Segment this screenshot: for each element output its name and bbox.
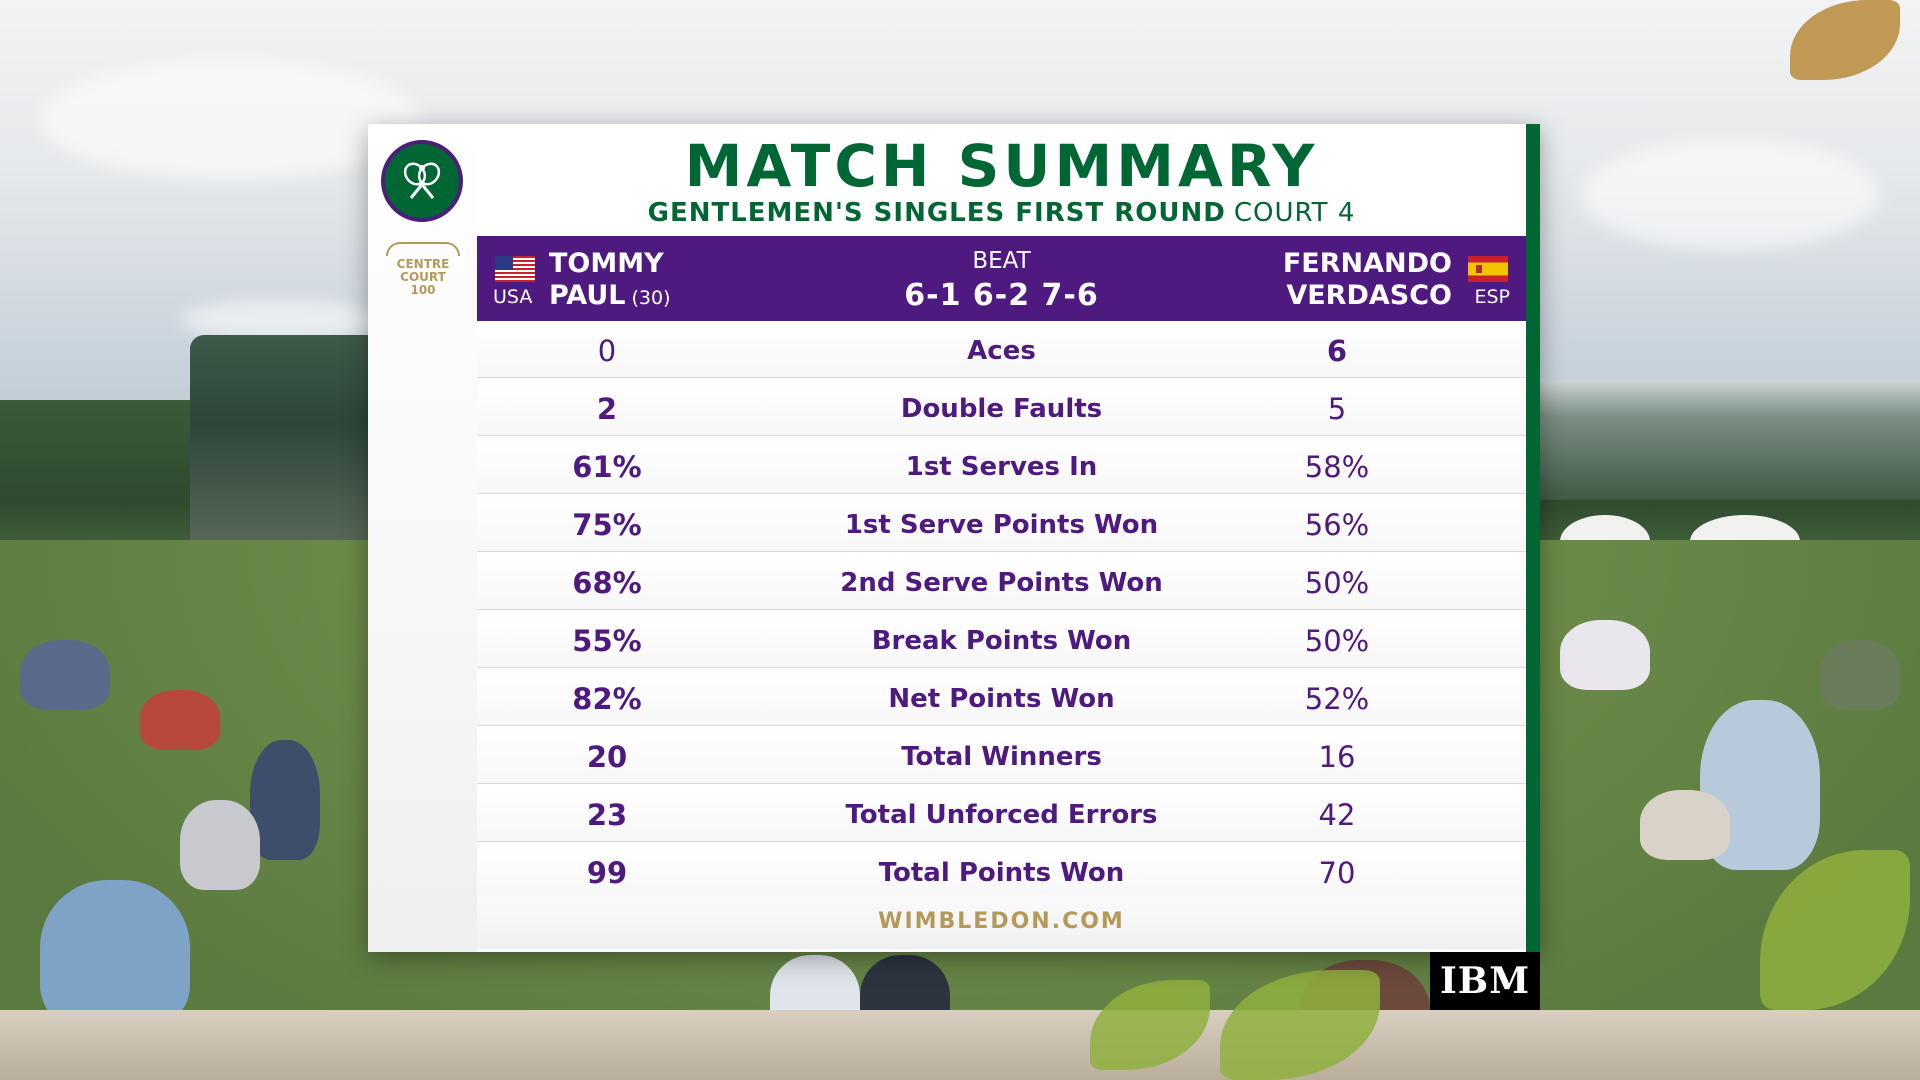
stat-row: 2 Double Faults 5: [477, 382, 1526, 436]
player2-value: 50%: [1304, 624, 1370, 658]
stat-label: Double Faults: [900, 394, 1103, 424]
stat-row: 68% 2nd Serve Points Won 50%: [477, 556, 1526, 610]
player1-first-name: TOMMY: [549, 248, 664, 279]
player1-value: 68%: [572, 566, 642, 600]
player1-value: 23: [586, 798, 628, 832]
player2-value: 16: [1318, 740, 1356, 774]
board-title: MATCH SUMMARY: [684, 132, 1319, 200]
player2-value: 52%: [1304, 682, 1370, 716]
court-label: COURT 4: [1233, 198, 1356, 228]
player1-value: 2: [596, 392, 618, 426]
player1-value: 75%: [572, 508, 642, 542]
player1-seed: (30): [631, 287, 671, 309]
player2-value: 58%: [1304, 450, 1370, 484]
centre-court-line1: CENTRE: [396, 257, 450, 271]
spectator: [40, 880, 190, 1030]
stat-label: Net Points Won: [888, 684, 1115, 714]
stat-label: 1st Serves In: [905, 452, 1098, 482]
spectator: [140, 690, 220, 750]
result-word: BEAT: [972, 248, 1031, 274]
spain-flag-icon: [1468, 256, 1508, 282]
player1-value: 55%: [572, 624, 642, 658]
website-footer: WIMBLEDON.COM: [477, 895, 1526, 949]
round-label: GENTLEMEN'S SINGLES FIRST ROUND: [647, 198, 1226, 228]
stat-row: 99 Total Points Won 70: [477, 846, 1526, 900]
spectator: [1820, 640, 1900, 710]
player2-value: 5: [1327, 392, 1347, 426]
player1-value: 20: [586, 740, 628, 774]
player1-last-name: PAUL (30): [549, 280, 671, 311]
stats-table: 0 Aces 6 2 Double Faults 5 61% 1st Serves In 5…: [477, 324, 1526, 904]
player2-value: 42: [1318, 798, 1356, 832]
stat-label: Aces: [967, 336, 1036, 366]
stat-row: 75% 1st Serve Points Won 56%: [477, 498, 1526, 552]
stat-label: Break Points Won: [871, 626, 1132, 656]
player1-value: 99: [586, 856, 628, 890]
player2-value: 50%: [1304, 566, 1370, 600]
match-summary-board: CENTRE COURT 100 MATCH SUMMARY GENTLEMEN…: [368, 124, 1540, 952]
player1-nation: USA: [493, 286, 533, 308]
player2-nation: ESP: [1474, 286, 1510, 308]
spectator: [180, 800, 260, 890]
crossed-rackets-icon: [403, 162, 441, 199]
wimbledon-logo: [381, 140, 463, 222]
cloud: [1580, 140, 1880, 250]
stadium-building-right: [1540, 380, 1920, 500]
stat-row: 82% Net Points Won 52%: [477, 672, 1526, 726]
stat-label: 2nd Serve Points Won: [840, 568, 1163, 598]
stat-label: Total Unforced Errors: [845, 800, 1158, 830]
player1-surname: PAUL: [549, 280, 626, 311]
board-green-edge: [1526, 124, 1540, 952]
stat-row: 20 Total Winners 16: [477, 730, 1526, 784]
player2-first-name: FERNANDO: [1282, 248, 1452, 279]
centre-court-line2: COURT: [400, 270, 446, 284]
stat-row: 0 Aces 6: [477, 324, 1526, 378]
player2-last-name: VERDASCO: [1286, 280, 1452, 311]
stone-wall: [0, 1010, 1920, 1080]
match-score: 6-1 6-2 7-6: [904, 278, 1099, 313]
usa-flag-icon: [495, 256, 535, 282]
stat-row: 61% 1st Serves In 58%: [477, 440, 1526, 494]
player2-value: 70: [1318, 856, 1356, 890]
stat-row: 23 Total Unforced Errors 42: [477, 788, 1526, 842]
player1-value: 61%: [572, 450, 642, 484]
spectator: [1640, 790, 1730, 860]
spectator: [250, 740, 320, 860]
logo-column: CENTRE COURT 100: [368, 124, 477, 952]
board-subtitle: GENTLEMEN'S SINGLES FIRST ROUND COURT 4: [477, 197, 1526, 229]
stat-row: 55% Break Points Won 50%: [477, 614, 1526, 668]
player2-value: 56%: [1304, 508, 1370, 542]
cloud: [40, 60, 420, 180]
spectator: [1560, 620, 1650, 690]
player1-value: 0: [597, 334, 617, 368]
stat-label: 1st Serve Points Won: [844, 510, 1159, 540]
stadium-building-left: [190, 335, 370, 555]
cloud: [180, 300, 380, 340]
player2-value: 6: [1326, 334, 1348, 368]
stat-label: Total Winners: [901, 742, 1102, 772]
centre-court-100-logo: CENTRE COURT 100: [378, 242, 468, 297]
centre-court-line3: 100: [410, 283, 436, 297]
players-band: USA TOMMY PAUL (30) BEAT 6-1 6-2 7-6 FERN…: [477, 236, 1526, 321]
stat-label: Total Points Won: [878, 858, 1125, 888]
player1-value: 82%: [572, 682, 642, 716]
spectator: [20, 640, 110, 710]
ibm-sponsor-logo: IBM: [1430, 952, 1540, 1010]
arch-icon: [386, 242, 460, 256]
